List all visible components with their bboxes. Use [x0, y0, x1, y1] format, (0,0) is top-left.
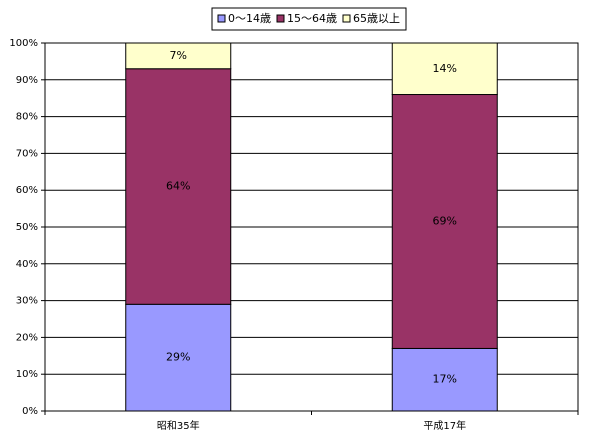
data-label: 14% [433, 62, 457, 75]
y-tick-label: 70% [16, 148, 38, 159]
bar-segment [391, 42, 498, 96]
y-tick-label: 40% [16, 259, 38, 270]
legend-swatch [217, 14, 226, 23]
data-label: 29% [166, 351, 190, 364]
legend-box [211, 7, 407, 31]
bar-segment [125, 303, 232, 412]
x-tick-label: 平成17年 [423, 419, 466, 432]
data-label: 69% [433, 214, 457, 227]
bar-segment [125, 68, 232, 305]
legend-label: 65歳以上 [353, 12, 400, 25]
legend-swatch [276, 14, 285, 23]
y-tick-label: 10% [16, 369, 38, 380]
y-tick-label: 20% [16, 332, 38, 343]
y-tick-label: 60% [16, 185, 38, 196]
bar-segment [391, 94, 498, 349]
data-label: 7% [170, 49, 187, 62]
y-tick-label: 90% [16, 75, 38, 86]
y-tick-label: 30% [16, 296, 38, 307]
data-label: 17% [433, 373, 457, 386]
legend-label: 0～14歳 [228, 12, 271, 25]
legend-swatch [342, 14, 351, 23]
y-tick-label: 0% [22, 406, 38, 417]
bar-segment [391, 347, 498, 412]
y-tick-label: 100% [9, 38, 38, 49]
x-tick-label: 昭和35年 [157, 419, 200, 432]
data-label: 64% [166, 180, 190, 193]
legend-label: 15～64歳 [287, 12, 337, 25]
bar-segment [125, 42, 232, 70]
y-tick-label: 50% [16, 222, 38, 233]
y-tick-label: 80% [16, 112, 38, 123]
